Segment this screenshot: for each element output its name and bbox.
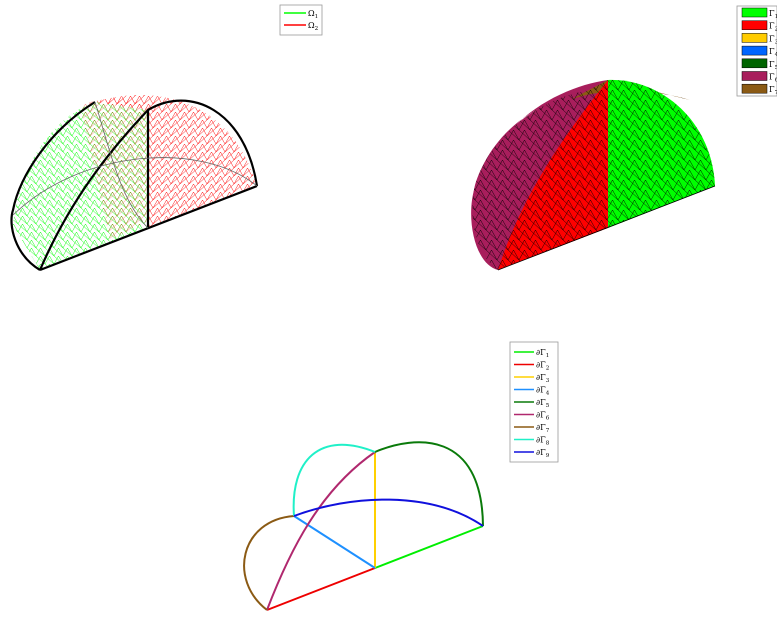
domains-panel: Ω1 Ω2 [0,0,340,300]
legend-swatch-4 [741,45,768,56]
legend-label-2: ∂Γ2 [536,361,550,372]
legend-label-7: Γ7 [769,85,777,96]
edges-curve-plot: ∂Γ1 ∂Γ2∂Γ3 ∂Γ4∂Γ5 ∂Γ6∂Γ7 ∂Γ8∂Γ9 [243,341,559,611]
legend-swatch-5 [741,58,768,69]
legend-label-5: ∂Γ5 [536,398,550,409]
legend-label-1: ∂Γ1 [536,348,549,359]
legend-swatch-1 [741,7,768,18]
edge-dgamma8 [292,443,376,517]
omega2-region [95,95,257,228]
edge-dgamma9 [293,498,484,527]
legend-swatch-2 [741,20,768,30]
legend-label-3: Γ3 [769,34,777,45]
edge-dgamma4 [293,515,376,569]
edge-dgamma6 [266,451,376,611]
faces-panel: Γ1 Γ2 Γ3 Γ4 Γ5 Γ6 Γ7 [420,0,777,300]
legend-label-3: ∂Γ3 [536,373,550,384]
edges-panel: ∂Γ1 ∂Γ2 ∂Γ3 ∂Γ4 ∂Γ5 ∂Γ6 ∂Γ7 ∂Γ8 ∂Γ9 [200,330,580,615]
edge-dgamma2 [266,567,376,611]
legend-swatch-7 [741,83,768,94]
domains-legend [279,4,323,36]
legend-swatch-6 [741,71,768,81]
legend-label-9: ∂Γ9 [536,448,550,459]
legend-label-2: Ω2 [308,21,319,32]
legend-label-1: Ω1 [308,9,318,20]
legend-label-6: Γ6 [769,73,777,84]
legend-label-4: ∂Γ4 [536,386,550,397]
legend-label-5: Γ5 [769,60,777,71]
legend-label-8: ∂Γ8 [536,436,550,447]
legend-label-2: Γ2 [769,22,777,33]
legend-label-7: ∂Γ7 [536,423,550,434]
edge-dgamma1 [374,525,484,569]
legend-label-4: Γ4 [769,47,777,58]
legend-label-6: ∂Γ6 [536,411,550,422]
edge-dgamma7 [243,515,295,611]
legend-label-1: Γ1 [769,9,777,20]
legend-swatch-3 [741,33,768,43]
domains-outline [10,99,259,272]
edge-dgamma5 [374,441,484,527]
